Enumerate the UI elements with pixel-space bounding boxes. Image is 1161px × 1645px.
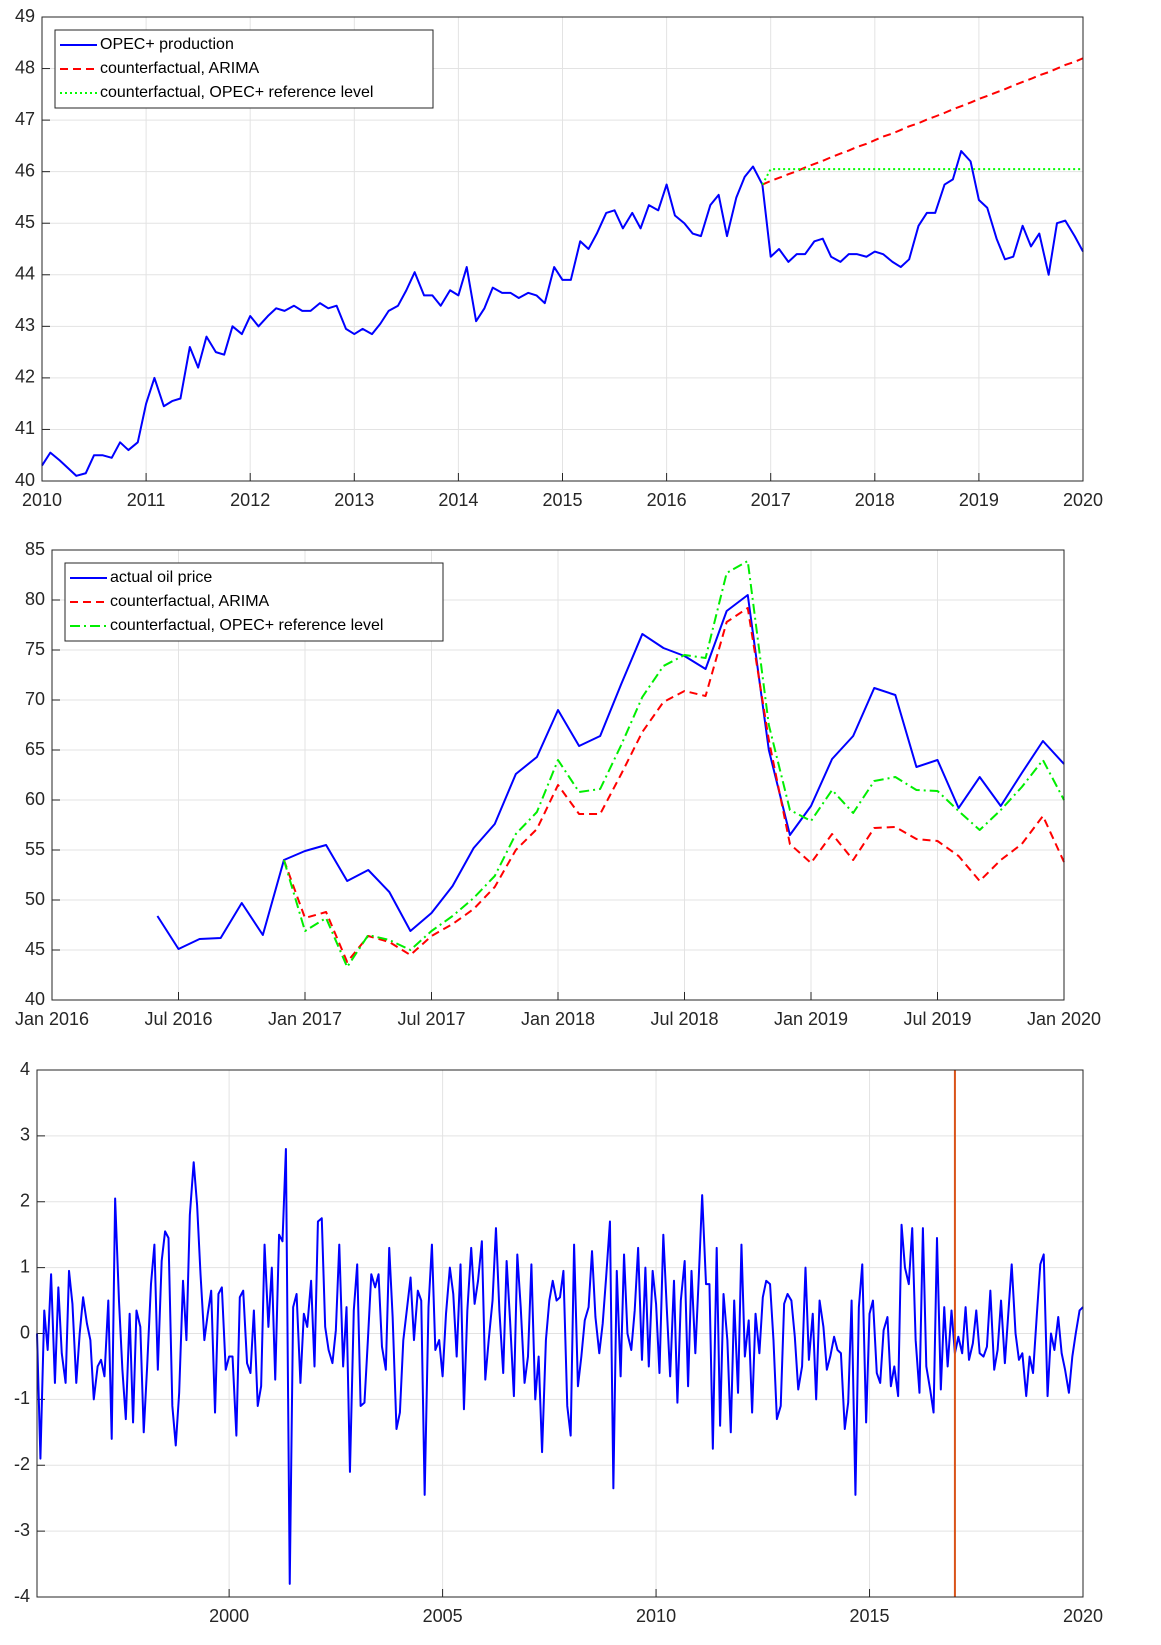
x-tick-label: Jan 2016	[15, 1009, 89, 1029]
plot-group: 40 45 50 55 60 65 70 75 80 85 Jan 2016 Jul 2016 Jan …	[15, 539, 1101, 1029]
x-tick-label: Jul 2018	[650, 1009, 718, 1029]
legend-label: counterfactual, OPEC+ reference level	[110, 617, 383, 634]
y-tick-label: 42	[15, 367, 35, 387]
y-tick-label: 80	[25, 589, 45, 609]
series-line	[282, 607, 1065, 963]
legend-box	[64, 562, 444, 642]
y-tick-label: 85	[25, 539, 45, 559]
y-tick-label: 44	[15, 264, 35, 284]
plot-frame	[36, 1069, 1084, 1598]
x-tick-label: 2010	[22, 490, 62, 510]
legend-label: OPEC+ production	[100, 36, 234, 53]
x-tick-label: 2000	[209, 1606, 249, 1626]
plot-group: 40 41 42 43 44 45 46 47 48 49 2010 2011 2012 2013 2014…	[15, 6, 1103, 510]
x-tick-label: 2014	[438, 490, 478, 510]
y-tick-label: 45	[15, 212, 35, 232]
legend: actual oil price counterfactual, ARIMA cou…	[64, 562, 444, 642]
legend-box	[54, 29, 434, 109]
series-line	[282, 560, 1065, 968]
x-tick-label: 2015	[542, 490, 582, 510]
plot-group: -4 -3 -2 -1 0 1 2 3 4 2000 2005 2010 2015 2020	[14, 1059, 1103, 1626]
y-tick-label: -2	[14, 1454, 30, 1474]
plot-frame	[51, 549, 1065, 1001]
x-tick-label: 2020	[1063, 1606, 1103, 1626]
y-tick-label: 70	[25, 689, 45, 709]
series-line	[36, 1148, 1084, 1585]
x-tick-label: 2018	[855, 490, 895, 510]
y-tick-label: 49	[15, 6, 35, 26]
x-tick-label: Jul 2017	[397, 1009, 465, 1029]
y-tick-label: 65	[25, 739, 45, 759]
x-tick-label: Jul 2019	[903, 1009, 971, 1029]
y-tick-label: 75	[25, 639, 45, 659]
legend-label: counterfactual, ARIMA	[110, 593, 270, 610]
x-tick-label: Jul 2016	[144, 1009, 212, 1029]
y-tick-label: 45	[25, 939, 45, 959]
legend: OPEC+ production counterfactual, ARIMA cou…	[54, 29, 434, 109]
x-tick-label: 2019	[959, 490, 999, 510]
series-line	[761, 168, 1083, 186]
y-tick-label: 40	[15, 470, 35, 490]
y-tick-label: 43	[15, 315, 35, 335]
series-line	[156, 594, 1065, 950]
x-tick-label: Jan 2019	[774, 1009, 848, 1029]
y-tick-label: 60	[25, 789, 45, 809]
legend-label: counterfactual, OPEC+ reference level	[100, 84, 373, 101]
y-tick-label: 46	[15, 160, 35, 180]
x-tick-label: Jan 2020	[1027, 1009, 1101, 1029]
legend-label: actual oil price	[110, 569, 212, 586]
plot-frame	[41, 16, 1084, 482]
y-tick-label: 1	[20, 1256, 30, 1276]
x-tick-label: 2017	[751, 490, 791, 510]
x-tick-label: 2013	[334, 490, 374, 510]
x-tick-label: 2020	[1063, 490, 1103, 510]
y-tick-label: 40	[25, 989, 45, 1009]
x-tick-label: 2010	[636, 1606, 676, 1626]
y-tick-label: 48	[15, 57, 35, 77]
y-tick-label: 55	[25, 839, 45, 859]
y-tick-label: 0	[20, 1322, 30, 1342]
x-tick-label: 2005	[423, 1606, 463, 1626]
y-tick-label: 41	[15, 418, 35, 438]
x-tick-label: 2012	[230, 490, 270, 510]
series-line	[41, 150, 1084, 477]
y-tick-label: -3	[14, 1520, 30, 1540]
y-tick-label: 3	[20, 1125, 30, 1145]
y-tick-label: 47	[15, 109, 35, 129]
y-tick-label: 4	[20, 1059, 30, 1079]
x-tick-label: Jan 2017	[268, 1009, 342, 1029]
y-tick-label: -1	[14, 1388, 30, 1408]
x-tick-label: 2015	[850, 1606, 890, 1626]
y-tick-label: -4	[14, 1586, 30, 1606]
x-tick-label: Jan 2018	[521, 1009, 595, 1029]
series-line	[761, 57, 1084, 186]
legend-label: counterfactual, ARIMA	[100, 60, 260, 77]
x-tick-label: 2011	[127, 490, 166, 510]
x-tick-label: 2016	[647, 490, 687, 510]
y-tick-label: 50	[25, 889, 45, 909]
y-tick-label: 2	[20, 1191, 30, 1211]
